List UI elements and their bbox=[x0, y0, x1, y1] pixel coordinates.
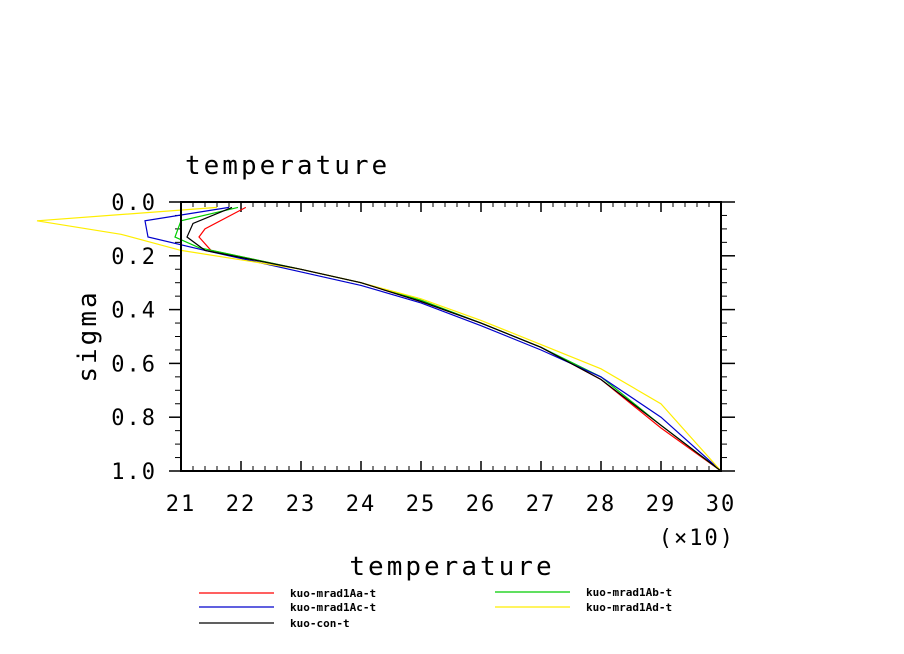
legend-label: kuo-con-t bbox=[290, 617, 350, 630]
series-line-kuo-mrad1Ac-t bbox=[144, 206, 722, 472]
series-line-kuo-con-t bbox=[186, 206, 722, 472]
x-tick-label: 27 bbox=[526, 492, 557, 517]
legend-label: kuo-mrad1Ab-t bbox=[586, 586, 672, 599]
x-tick-label: 26 bbox=[466, 492, 497, 517]
y-tick-label: 0.2 bbox=[111, 245, 157, 270]
x-tick-label: 22 bbox=[226, 492, 257, 517]
y-tick-label: 0.0 bbox=[111, 191, 157, 216]
plot-frame bbox=[180, 201, 722, 472]
x-tick-label: 23 bbox=[286, 492, 317, 517]
chart-title: temperature bbox=[185, 151, 390, 181]
y-tick-label: 0.4 bbox=[111, 299, 157, 324]
y-tick-label: 0.6 bbox=[111, 352, 157, 377]
legend: kuo-mrad1Aa-t kuo-mrad1Ab-t kuo-mrad1Ac-t k… bbox=[199, 586, 672, 630]
x-tick-label: 30 bbox=[706, 492, 737, 517]
y-axis-label: sigma bbox=[73, 289, 103, 382]
x-multiplier-label: (×10) bbox=[659, 526, 735, 551]
series-line-kuo-mrad1Aa-t bbox=[198, 206, 722, 472]
y-tick-label: 1.0 bbox=[111, 460, 157, 485]
plot-lines bbox=[36, 206, 722, 472]
x-tick-label: 25 bbox=[406, 492, 437, 517]
axis-ticks: 21 22 23 24 25 26 27 28 29 30 0.0 0.2 0.4 0.6 0.8 1.0 bbox=[111, 191, 737, 517]
x-tick-label: 24 bbox=[346, 492, 377, 517]
legend-label: kuo-mrad1Aa-t bbox=[290, 587, 376, 600]
legend-label: kuo-mrad1Ac-t bbox=[290, 601, 376, 614]
y-tick-label: 0.8 bbox=[111, 406, 157, 431]
series-line-kuo-mrad1Ad-t bbox=[36, 206, 722, 472]
x-axis-label: temperature bbox=[349, 552, 554, 582]
legend-label: kuo-mrad1Ad-t bbox=[586, 601, 672, 614]
series-line-kuo-mrad1Ab-t bbox=[174, 206, 722, 472]
x-tick-label: 28 bbox=[586, 492, 617, 517]
x-tick-label: 29 bbox=[646, 492, 677, 517]
x-tick-label: 21 bbox=[166, 492, 197, 517]
